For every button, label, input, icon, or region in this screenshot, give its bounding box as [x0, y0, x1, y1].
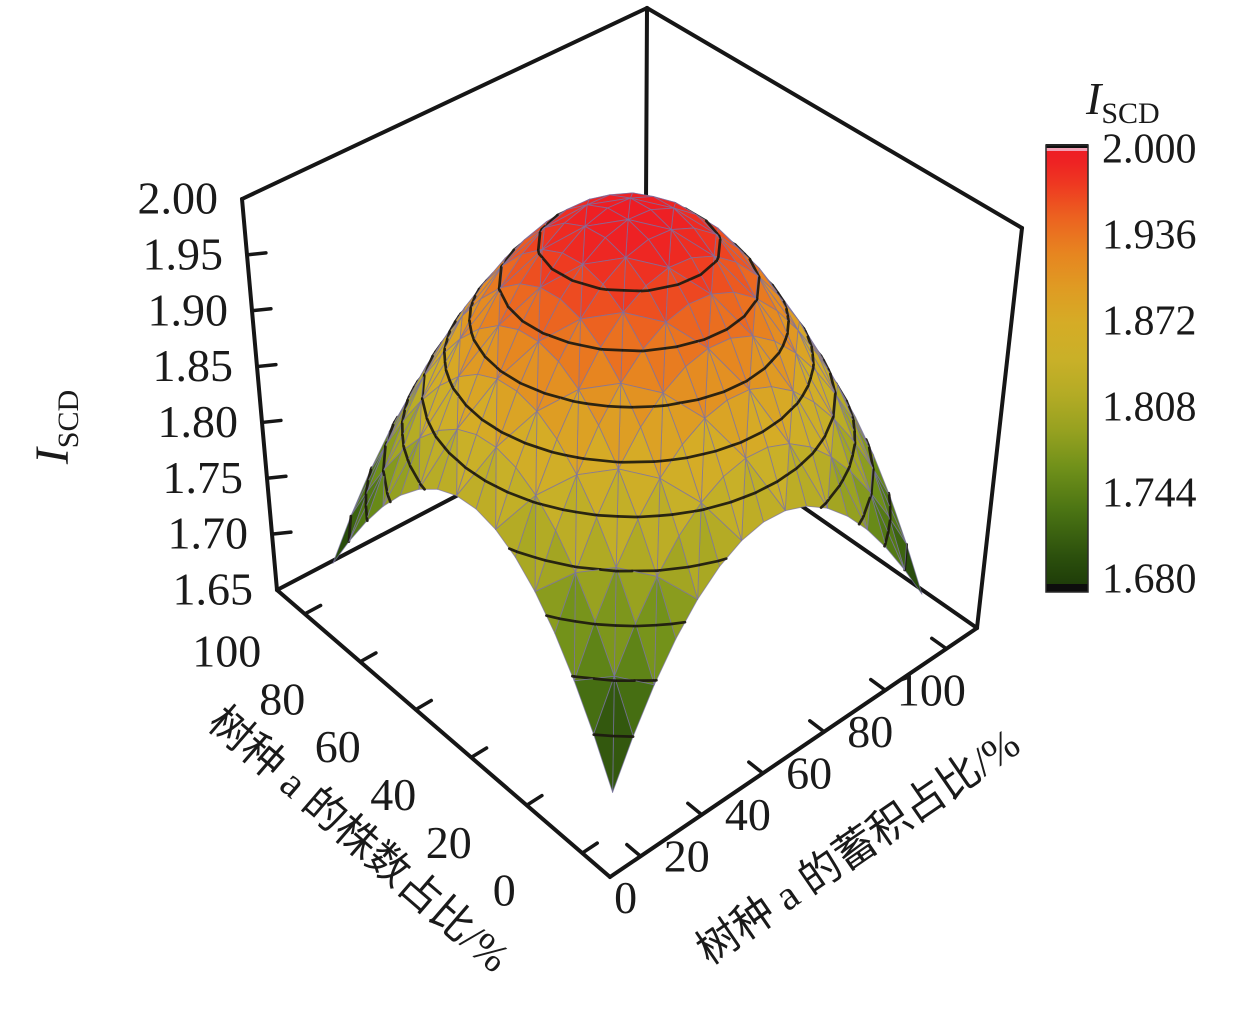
tick-mark: [250, 306, 273, 313]
right-axis-tick-label: 60: [786, 747, 832, 798]
z-tick-label: 1.80: [158, 396, 239, 447]
tick-mark: [270, 530, 293, 536]
z-tick-label: 1.90: [148, 284, 229, 335]
tick-mark: [747, 760, 765, 775]
tick-mark: [469, 746, 489, 760]
right-axis-tick-label: 20: [664, 830, 710, 881]
tick-mark: [255, 362, 278, 369]
tick-mark: [929, 636, 949, 651]
box-edge: [608, 626, 979, 879]
tick-mark: [303, 603, 323, 616]
box-edge: [645, 6, 1024, 230]
left-axis-tick-label: 60: [315, 721, 361, 772]
colorbar-tick-label: 1.680: [1102, 557, 1197, 603]
tick-mark: [265, 474, 288, 481]
box-edge: [240, 6, 649, 201]
tick-mark: [525, 793, 544, 807]
box-edge: [275, 588, 612, 879]
tick-mark: [358, 651, 378, 664]
colorbar-top-cap: [1046, 144, 1088, 148]
left-axis-tick-label: 0: [493, 865, 516, 916]
axis-ticks-and-labels: 2.001.951.901.851.801.751.701.6510080604…: [138, 173, 966, 923]
colorbar-tick-label: 1.808: [1102, 385, 1197, 431]
axes-box: [240, 6, 1024, 879]
z-tick-label: 1.85: [153, 340, 234, 391]
tick-mark: [869, 677, 887, 692]
right-axis-tick-label: 0: [614, 872, 637, 923]
tick-mark: [245, 251, 268, 257]
box-edge: [975, 226, 1024, 630]
left-axis-tick-label: 80: [259, 673, 305, 724]
colorbar-tick-label: 1.936: [1102, 213, 1197, 259]
tick-mark: [260, 418, 283, 425]
z-axis-title: ISCD: [26, 390, 85, 465]
left-axis-tick-label: 40: [370, 769, 416, 820]
box-edge: [240, 197, 279, 592]
tick-mark: [808, 719, 826, 734]
colorbar-gradient: [1046, 145, 1088, 592]
colorbar-frame: [1045, 144, 1089, 593]
colorbar-title: ISCD: [1085, 73, 1160, 130]
z-tick-label: 1.75: [163, 452, 244, 503]
tick-mark: [686, 801, 704, 817]
tick-mark: [625, 842, 643, 858]
right-axis-tick-label: 100: [897, 664, 966, 715]
right-axis-title: 树种 a 的蓄积占比/%: [689, 721, 1028, 974]
colorbar-tick-label: 1.744: [1102, 471, 1197, 517]
colorbar: ISCD 2.000 1.936 1.872 1.808 1.744 1.680: [1045, 73, 1197, 603]
tick-mark: [580, 841, 599, 855]
colorbar-top-stripe: [1046, 148, 1088, 151]
colorbar-bottom-cap: [1046, 584, 1088, 592]
surface-mesh: [332, 192, 923, 793]
tick-mark: [414, 698, 434, 712]
z-tick-label: 1.95: [143, 228, 224, 279]
left-axis-tick-label: 100: [192, 625, 261, 676]
right-axis-tick-label: 40: [725, 789, 771, 840]
left-axis-tick-label: 20: [426, 817, 472, 868]
z-tick-label: 1.65: [173, 564, 254, 615]
colorbar-tick-label: 1.872: [1102, 299, 1197, 345]
right-axis-tick-label: 80: [847, 706, 893, 757]
z-tick-label: 1.70: [168, 508, 249, 559]
colorbar-tick-label: 2.000: [1102, 127, 1197, 173]
z-tick-label: 2.00: [138, 173, 219, 224]
